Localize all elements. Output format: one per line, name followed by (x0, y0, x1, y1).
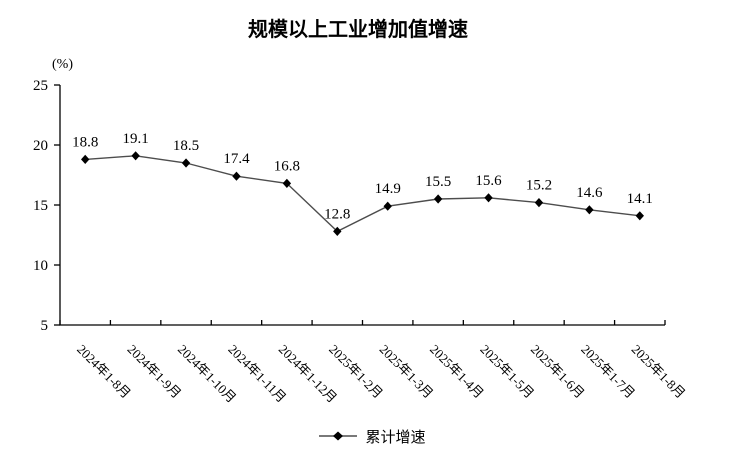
data-point-label: 16.8 (274, 158, 300, 174)
y-axis-tick-label: 25 (33, 78, 48, 94)
y-axis-tick-label: 10 (33, 258, 48, 274)
data-point-label: 12.8 (324, 206, 350, 222)
chart-title: 规模以上工业增加值增速 (248, 19, 468, 41)
data-point-marker (585, 205, 594, 215)
data-point-marker (383, 201, 392, 211)
y-axis-unit-label: (%) (52, 57, 73, 72)
data-point-label: 14.9 (375, 181, 401, 197)
data-point-label: 18.5 (173, 138, 199, 154)
x-axis-category-label: 2025年1-8月 (629, 342, 689, 402)
y-axis-tick-label: 5 (41, 318, 49, 334)
legend-line-diamond-icon (319, 431, 358, 441)
data-point-marker (484, 193, 493, 203)
data-point-marker (534, 198, 544, 208)
data-point-marker (81, 154, 90, 164)
legend-series-label: 累计增速 (365, 429, 426, 446)
data-point-label: 15.2 (526, 178, 552, 194)
data-point-marker (282, 178, 292, 188)
data-point-marker (181, 158, 191, 168)
axis-lines (59, 85, 665, 326)
data-point-label: 15.5 (425, 174, 451, 190)
data-line (85, 155, 640, 233)
chart-legend: 累计增速 (0, 425, 744, 447)
data-point-marker (635, 211, 644, 221)
data-point-marker (433, 194, 443, 204)
data-point-label: 19.1 (123, 131, 149, 147)
data-point-label: 15.6 (475, 173, 502, 189)
data-point-label: 14.6 (576, 185, 603, 201)
data-point-label: 17.4 (223, 151, 250, 167)
y-axis-tick-label: 20 (33, 138, 48, 154)
data-point-marker (131, 151, 140, 161)
data-point-marker (232, 171, 241, 181)
data-point-label: 14.1 (627, 191, 653, 207)
data-point-marker (333, 226, 342, 236)
data-point-label: 18.8 (72, 134, 98, 150)
y-axis-tick-label: 15 (33, 198, 48, 214)
